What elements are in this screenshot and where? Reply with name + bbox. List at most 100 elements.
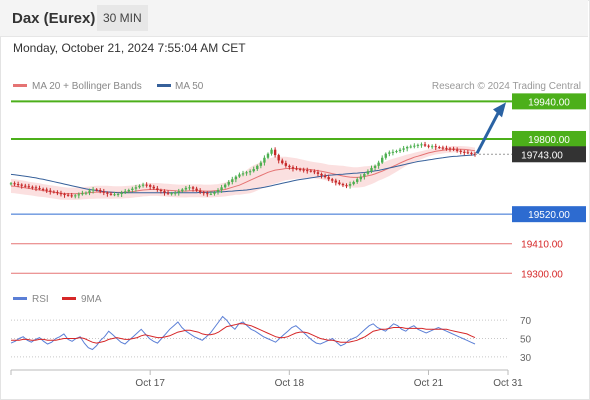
candle-body (427, 145, 430, 147)
candle-body (302, 169, 305, 171)
candle-body (209, 193, 213, 195)
candle-body (220, 187, 223, 190)
candle-body (241, 173, 245, 175)
forecast-arrow-head (493, 102, 506, 118)
candle-body (227, 181, 230, 185)
candle-body (138, 185, 141, 188)
candle-body (223, 184, 227, 188)
candle-body (31, 186, 34, 188)
candle-body (120, 192, 123, 195)
support-label: 19520.00 (528, 210, 570, 221)
candle-body (388, 152, 391, 154)
candle-body (420, 144, 423, 146)
candle-body (291, 167, 295, 169)
time-axis-label: Oct 31 (493, 378, 523, 389)
candle-body (56, 192, 59, 194)
candle-body (109, 193, 113, 195)
candle-body (163, 191, 166, 193)
candle-body (402, 148, 405, 150)
candle-body (259, 162, 263, 166)
candle-body (313, 171, 316, 173)
candle-body (309, 170, 313, 172)
candle-body (288, 165, 291, 168)
candle-body (338, 182, 341, 185)
candle-body (445, 148, 448, 150)
candle-body (16, 184, 20, 186)
rsi-legend: RSI 9MA (13, 294, 102, 305)
rsi-ma-legend-swatch (62, 297, 76, 300)
candle-body (470, 152, 473, 154)
candle-body (373, 165, 377, 168)
candle-body (245, 172, 248, 174)
candle-body (238, 174, 241, 177)
candle-body (363, 173, 366, 177)
candle-body (34, 187, 38, 189)
candle-body (49, 190, 52, 192)
candle-body (141, 184, 145, 186)
candle-body (352, 181, 355, 185)
candle-body (323, 175, 327, 178)
candle-body (248, 171, 252, 173)
rsi-tick-label: 50 (520, 335, 532, 346)
last-price-label: 19743.00 (521, 150, 563, 161)
candle-body (281, 160, 284, 164)
last-price-box (512, 146, 586, 163)
ma20-line (10, 148, 476, 195)
candle-body (127, 190, 130, 192)
rsi-tick-label: 70 (520, 316, 532, 327)
candle-body (216, 190, 220, 193)
support-label: 19410.00 (521, 240, 563, 251)
candle-body (59, 193, 63, 195)
candle-body (298, 169, 302, 171)
candle-body (173, 192, 177, 194)
candle-body (413, 145, 416, 147)
candle-body (438, 147, 441, 149)
ma50-line (10, 154, 476, 194)
candle-body (356, 179, 359, 182)
candle-body (306, 170, 309, 172)
candle-body (466, 152, 470, 154)
candle-body (195, 188, 198, 191)
candle-body (81, 193, 84, 195)
candle-body (234, 176, 238, 180)
candle-body (327, 177, 330, 180)
price-panel (9, 141, 477, 200)
candle-body (398, 149, 402, 152)
candle-body (206, 193, 209, 195)
candle-body (63, 194, 66, 196)
candle-body (370, 167, 373, 172)
candle-body (295, 168, 298, 170)
candle-body (9, 183, 13, 185)
rsi-panel: 70 50 30 (10, 315, 532, 364)
candle-body (405, 147, 409, 149)
time-axis: Oct 17 Oct 18 Oct 21 Oct 31 (10, 369, 523, 389)
candle-body (124, 191, 127, 193)
candle-body (423, 144, 427, 146)
candle-body (391, 151, 395, 153)
candle-body (452, 148, 455, 150)
interval-selector[interactable]: 30 MIN (97, 5, 148, 31)
resistance-label: 19940.00 (528, 97, 570, 108)
candle-body (377, 162, 380, 166)
candle-body (320, 173, 323, 176)
candle-body (381, 157, 384, 163)
ma50-legend-swatch (157, 84, 171, 87)
candle-body (184, 187, 188, 190)
candle-body (213, 192, 216, 194)
candle-body (152, 186, 155, 189)
credit-text: Research © 2024 Trading Central (432, 81, 581, 92)
support-label: 19300.00 (521, 269, 563, 280)
resistance-label-box (512, 130, 586, 147)
candle-body (84, 192, 88, 194)
time-axis-label: Oct 17 (135, 378, 165, 389)
support-label-box (512, 206, 586, 223)
candle-body (395, 151, 398, 153)
candle-body (24, 185, 27, 187)
candle-body (77, 194, 81, 196)
bb-legend-label: MA 20 + Bollinger Bands (32, 81, 142, 92)
candle-body (198, 190, 202, 193)
candle-body (156, 188, 159, 190)
candle-body (359, 176, 362, 180)
rsi-legend-swatch (13, 297, 27, 300)
